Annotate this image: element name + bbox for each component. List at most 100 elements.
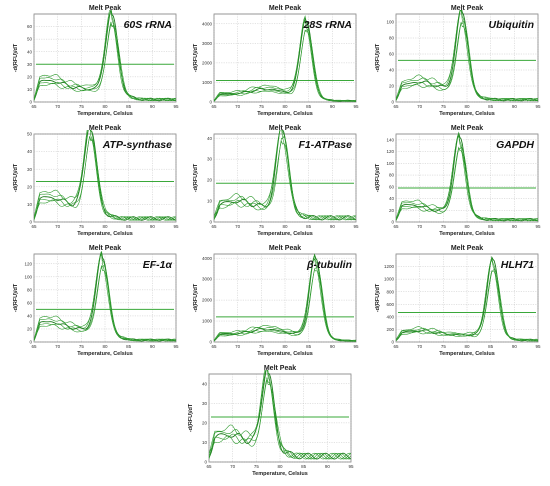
y-tick-label: 40 xyxy=(202,381,208,386)
x-tick-label: 80 xyxy=(464,224,470,229)
x-tick-label: 70 xyxy=(55,104,61,109)
x-tick-label: 80 xyxy=(277,464,283,469)
melt-peak-chart-svg: Melt Peak 65 70 75 80 85 90 95 0 10 20 30 40 Temperat… xyxy=(193,125,359,237)
y-tick-label: 0 xyxy=(29,340,32,345)
x-tick-label: 95 xyxy=(353,344,359,349)
y-axis-label: -d(RFU)/dT xyxy=(375,283,381,312)
x-tick-label: 95 xyxy=(535,344,541,349)
x-tick-label: 95 xyxy=(173,104,179,109)
y-tick-label: 600 xyxy=(386,302,394,307)
y-tick-label: 20 xyxy=(389,208,395,213)
y-tick-label: 10 xyxy=(27,202,33,207)
y-tick-label: 60 xyxy=(389,184,395,189)
x-tick-label: 90 xyxy=(330,224,336,229)
x-tick-label: 65 xyxy=(211,344,217,349)
melt-curve-replicate xyxy=(34,130,176,221)
x-tick-label: 90 xyxy=(150,104,156,109)
y-tick-label: 0 xyxy=(204,460,207,465)
x-tick-label: 65 xyxy=(393,104,399,109)
y-axis-label: -d(RFU)/dT xyxy=(13,163,19,192)
gene-label: 28S rRNA xyxy=(303,19,352,31)
x-tick-label: 65 xyxy=(206,464,212,469)
y-tick-label: 1000 xyxy=(384,277,395,282)
y-tick-label: 30 xyxy=(27,167,33,172)
x-tick-label: 95 xyxy=(353,224,359,229)
melt-curve-replicate xyxy=(34,23,176,102)
chart-title: Melt Peak xyxy=(451,5,483,12)
melt-peak-chart-svg: Melt Peak 65 70 75 80 85 90 95 0 10 20 30 40 Temperat… xyxy=(188,365,354,477)
y-tick-label: 200 xyxy=(386,327,394,332)
y-axis-label: -d(RFU)/dT xyxy=(188,403,194,432)
y-tick-label: 2000 xyxy=(202,60,213,65)
x-tick-label: 65 xyxy=(393,344,399,349)
x-tick-label: 90 xyxy=(325,464,331,469)
x-axis-label: Temperature, Celsius xyxy=(252,471,308,477)
x-tick-label: 90 xyxy=(150,344,156,349)
y-axis-label: -d(RFU)/dT xyxy=(375,43,381,72)
chart-title: Melt Peak xyxy=(269,245,301,252)
y-tick-label: 800 xyxy=(386,289,394,294)
melt-curve-replicate xyxy=(396,21,538,102)
y-tick-label: 20 xyxy=(27,74,33,79)
x-tick-label: 70 xyxy=(235,344,241,349)
y-tick-label: 20 xyxy=(389,84,395,89)
melt-curve-replicate xyxy=(34,10,176,102)
x-tick-label: 85 xyxy=(306,344,312,349)
y-axis-label: -d(RFU)/dT xyxy=(193,283,199,312)
x-tick-label: 85 xyxy=(488,224,494,229)
x-tick-label: 80 xyxy=(282,344,288,349)
x-tick-label: 85 xyxy=(306,224,312,229)
x-tick-label: 75 xyxy=(259,344,265,349)
y-tick-label: 4000 xyxy=(202,21,213,26)
melt-curve-replicate xyxy=(209,370,351,460)
melt-curve-replicate xyxy=(214,28,356,102)
melt-curve-replicate xyxy=(214,136,356,221)
x-tick-label: 75 xyxy=(259,224,265,229)
melt-curve-replicate xyxy=(209,370,351,460)
y-tick-label: 400 xyxy=(386,314,394,319)
chart-title: Melt Peak xyxy=(89,245,121,252)
chart-title: Melt Peak xyxy=(89,5,121,12)
x-tick-label: 95 xyxy=(353,104,359,109)
x-tick-label: 75 xyxy=(441,224,447,229)
x-tick-label: 75 xyxy=(79,224,85,229)
y-tick-label: 40 xyxy=(27,149,33,154)
x-tick-label: 80 xyxy=(282,104,288,109)
x-tick-label: 65 xyxy=(31,104,37,109)
x-tick-label: 95 xyxy=(535,104,541,109)
x-tick-label: 85 xyxy=(488,344,494,349)
y-tick-label: 1000 xyxy=(202,319,213,324)
melt-curve-replicate xyxy=(396,146,538,222)
x-tick-label: 90 xyxy=(330,104,336,109)
x-tick-label: 95 xyxy=(535,224,541,229)
x-tick-label: 70 xyxy=(230,464,236,469)
x-tick-label: 75 xyxy=(259,104,265,109)
melt-curve-replicate xyxy=(34,251,176,342)
y-tick-label: 100 xyxy=(386,20,394,25)
melt-peak-chart-svg: Melt Peak 65 70 75 80 85 90 95 0 10 20 30 40 50 60 Temp… xyxy=(13,5,179,117)
x-tick-label: 80 xyxy=(102,104,108,109)
chart-title: Melt Peak xyxy=(264,365,296,372)
x-tick-label: 70 xyxy=(235,104,241,109)
x-axis-label: Temperature, Celsius xyxy=(77,231,133,237)
x-tick-label: 65 xyxy=(31,224,37,229)
y-tick-label: 4000 xyxy=(202,256,213,261)
x-tick-label: 65 xyxy=(211,224,217,229)
melt-curve-replicate xyxy=(396,268,538,342)
x-tick-label: 65 xyxy=(31,344,37,349)
y-tick-label: 40 xyxy=(207,136,213,141)
x-tick-label: 95 xyxy=(173,224,179,229)
melt-peak-panel-unlabeled: Melt Peak 65 70 75 80 85 90 95 0 10 20 30 40 Temperat… xyxy=(185,362,355,477)
x-axis-label: Temperature, Celsius xyxy=(257,231,313,237)
x-tick-label: 80 xyxy=(464,344,470,349)
y-tick-label: 0 xyxy=(209,220,212,225)
y-tick-label: 140 xyxy=(386,137,394,142)
melt-peak-panel-28s-rrna: Melt Peak 65 70 75 80 85 90 95 0 1000 2000 3000 4000… xyxy=(190,2,360,117)
y-tick-label: 60 xyxy=(27,24,33,29)
y-tick-label: 0 xyxy=(29,220,32,225)
y-tick-label: 10 xyxy=(202,440,208,445)
x-tick-label: 85 xyxy=(306,104,312,109)
x-tick-label: 80 xyxy=(464,104,470,109)
y-tick-label: 60 xyxy=(27,300,33,305)
gene-label: 60S rRNA xyxy=(124,19,172,31)
